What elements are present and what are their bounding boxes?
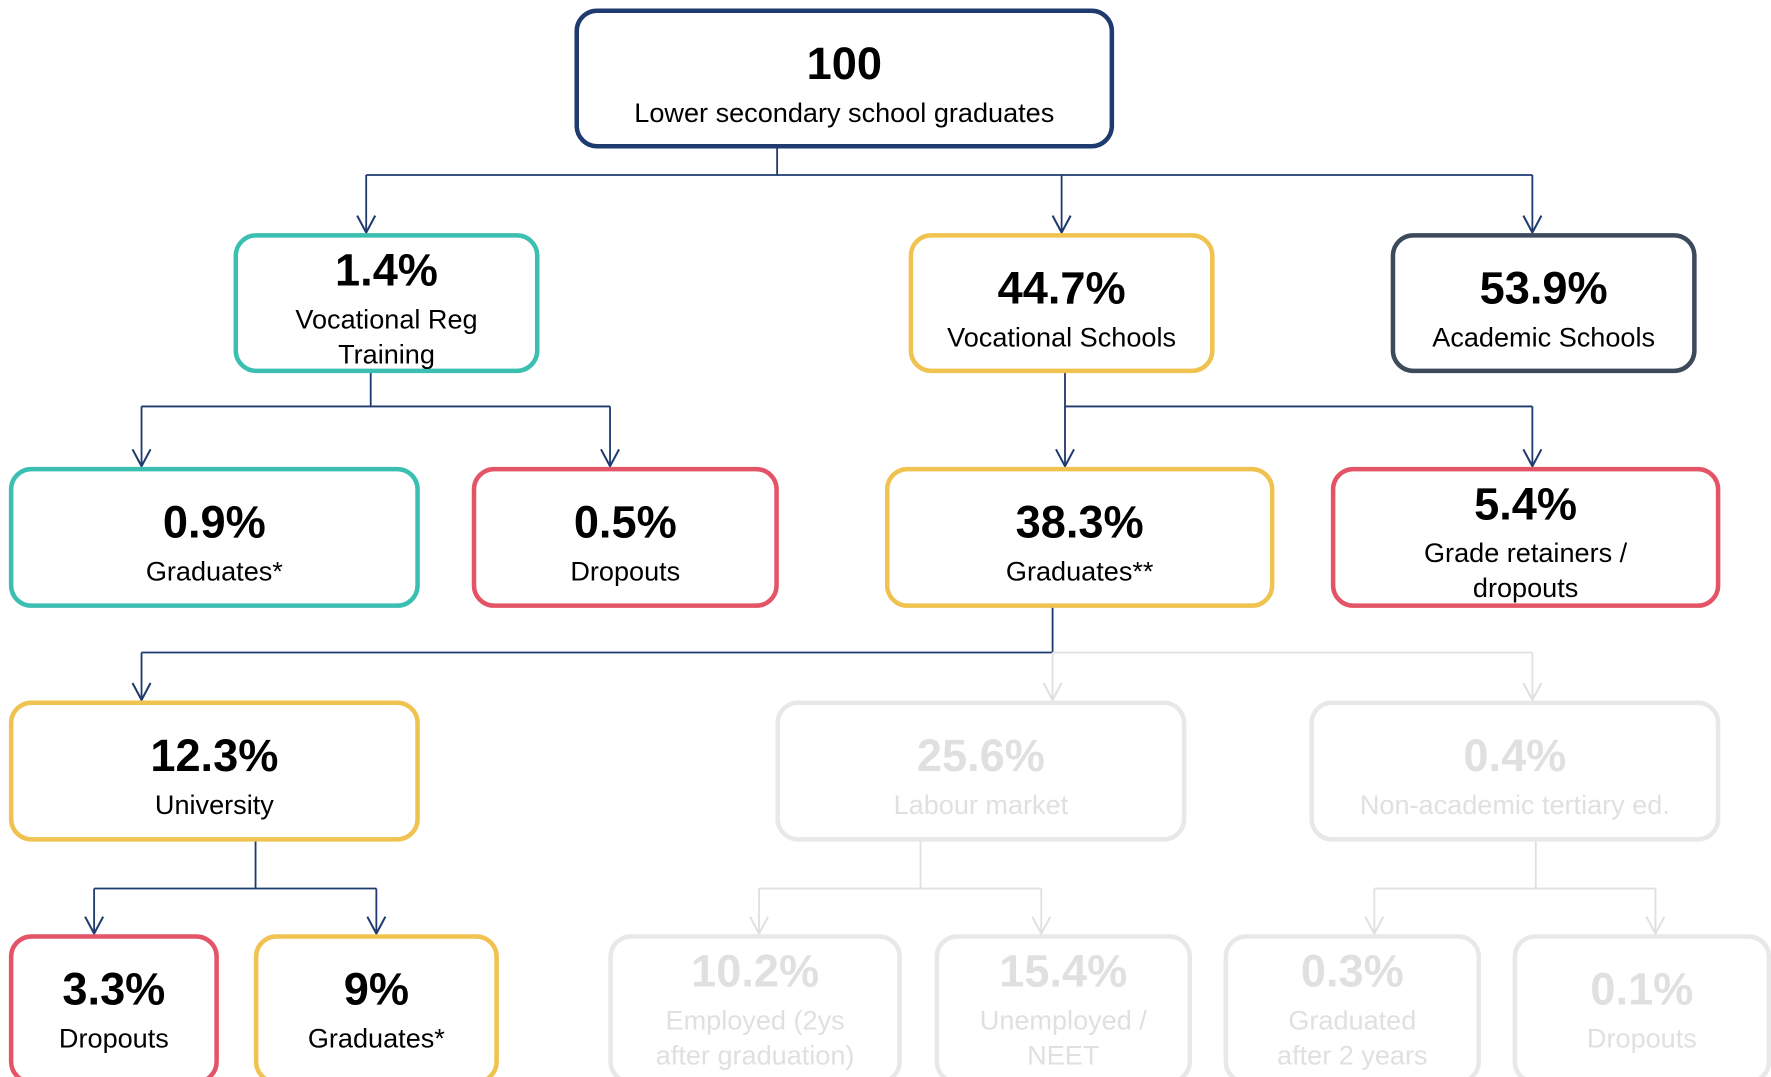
node-label: Employed (2ys: [666, 1005, 845, 1036]
node-box: [1512, 934, 1771, 1077]
node-label: Labour market: [894, 789, 1069, 820]
arrowhead: [1055, 448, 1075, 469]
node: 12.3% University: [8, 700, 420, 842]
node: 0.1% Dropouts: [1512, 934, 1771, 1077]
node-value: 1.4%: [335, 245, 438, 296]
node-label: Non-academic tertiary ed.: [1360, 789, 1670, 820]
node: 0.3% Graduated after 2 years: [1223, 934, 1482, 1077]
node-box: [1330, 466, 1721, 608]
node-value: 53.9%: [1480, 263, 1608, 314]
node-label: after graduation): [656, 1040, 855, 1071]
node-label: NEET: [1027, 1040, 1099, 1071]
arrowhead: [1522, 448, 1543, 469]
node-value: 3.3%: [62, 964, 165, 1015]
node-label: Dropouts: [570, 555, 680, 586]
node: 9% Graduates*: [253, 934, 499, 1077]
arrowhead: [1051, 215, 1072, 235]
node-box: [1309, 700, 1721, 842]
node-value: 10.2%: [691, 946, 819, 997]
node-label: Graduates*: [146, 555, 283, 586]
node-label: Graduates**: [1006, 555, 1154, 586]
node: 38.3% Graduates**: [884, 466, 1275, 608]
node-value: 25.6%: [917, 730, 1045, 781]
node-box: [8, 466, 420, 608]
node-label: Training: [338, 339, 435, 370]
node-box: [1223, 934, 1482, 1077]
arrowhead: [84, 916, 105, 936]
arrowhead: [1364, 916, 1385, 936]
arrowhead: [1522, 215, 1543, 235]
node: 25.6% Labour market: [775, 700, 1187, 842]
arrowhead: [1031, 916, 1052, 936]
node-label: University: [155, 789, 274, 820]
node-box: [253, 934, 499, 1077]
node-box: [574, 8, 1115, 149]
node-value: 5.4%: [1474, 478, 1577, 529]
node-value: 100: [807, 38, 882, 89]
node-value: 0.9%: [163, 496, 266, 547]
node-box: [1390, 233, 1697, 374]
node-label: Vocational Reg: [295, 304, 477, 335]
arrowhead: [600, 448, 620, 469]
node-box: [908, 233, 1215, 374]
node: 44.7% Vocational Schools: [908, 233, 1215, 374]
node-box: [884, 466, 1275, 608]
node: 100 Lower secondary school graduates: [574, 8, 1115, 149]
arrowhead: [366, 916, 387, 936]
node: 0.5% Dropouts: [471, 466, 779, 608]
node-value: 0.4%: [1463, 730, 1566, 781]
node: 3.3% Dropouts: [8, 934, 219, 1077]
node-box: [934, 934, 1192, 1077]
node-label: after 2 years: [1277, 1040, 1428, 1071]
arrowhead: [131, 448, 152, 469]
node-value: 9%: [344, 964, 409, 1015]
node-label: Lower secondary school graduates: [634, 97, 1054, 128]
node-box: [8, 700, 420, 842]
node-value: 15.4%: [999, 946, 1127, 997]
node-label: Dropouts: [1587, 1023, 1697, 1054]
node-box: [233, 233, 540, 374]
arrowhead: [749, 916, 769, 936]
node-box: [608, 934, 902, 1077]
arrowhead: [1645, 916, 1666, 936]
node-label: Graduates*: [308, 1023, 445, 1054]
node-label: Academic Schools: [1432, 322, 1655, 353]
node-value: 12.3%: [150, 730, 278, 781]
node-label: dropouts: [1473, 572, 1578, 603]
node: 5.4% Grade retainers / dropouts: [1330, 466, 1721, 608]
node-label: Grade retainers /: [1424, 537, 1628, 568]
node: 53.9% Academic Schools: [1390, 233, 1697, 374]
node-box: [471, 466, 779, 608]
node: 0.9% Graduates*: [8, 466, 420, 608]
faded-connectors: [758, 651, 1657, 933]
node: 1.4% Vocational Reg Training: [233, 233, 540, 374]
node-value: 0.1%: [1590, 964, 1693, 1015]
node-label: Graduated: [1288, 1005, 1416, 1036]
connectors: [93, 147, 1534, 933]
node: 10.2% Employed (2ys after graduation): [608, 934, 902, 1077]
arrowhead: [356, 215, 377, 235]
node-label: Dropouts: [59, 1023, 169, 1054]
node-value: 0.3%: [1301, 946, 1404, 997]
node: 0.4% Non-academic tertiary ed.: [1309, 700, 1721, 842]
node-value: 44.7%: [998, 263, 1126, 314]
node-label: Vocational Schools: [947, 322, 1176, 353]
arrowhead: [1042, 682, 1063, 703]
node: 15.4% Unemployed / NEET: [934, 934, 1192, 1077]
node-box: [775, 700, 1187, 842]
node-box: [8, 934, 219, 1077]
arrowhead: [131, 682, 152, 703]
node-value: 38.3%: [1016, 496, 1144, 547]
node-value: 0.5%: [574, 496, 677, 547]
arrowhead: [1522, 682, 1543, 703]
node-label: Unemployed /: [980, 1005, 1148, 1036]
